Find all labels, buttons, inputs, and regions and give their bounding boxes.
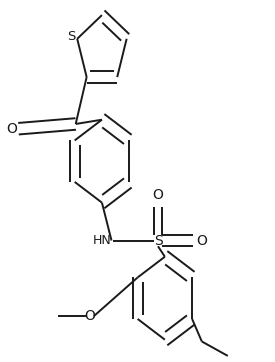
- Text: S: S: [154, 233, 163, 248]
- Text: O: O: [6, 122, 17, 136]
- Text: O: O: [197, 233, 208, 248]
- Text: S: S: [67, 30, 75, 43]
- Text: O: O: [153, 188, 163, 202]
- Text: HN: HN: [93, 234, 111, 247]
- Text: O: O: [84, 309, 95, 323]
